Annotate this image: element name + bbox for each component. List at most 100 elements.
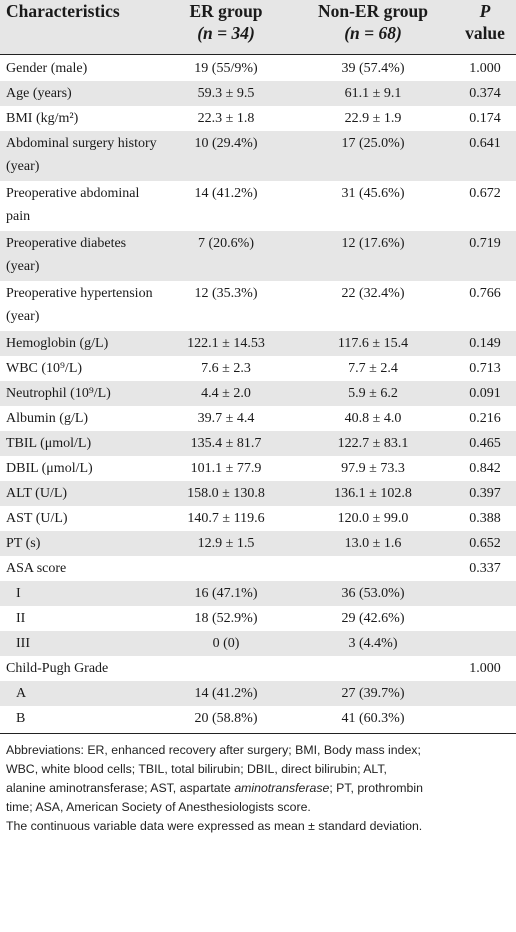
header-non-er-n: (n = 68): [298, 22, 448, 44]
table-row: Child-Pugh Grade 1.000: [0, 656, 516, 681]
er-value: 4.4 ± 2.0: [201, 386, 251, 401]
row-label: II: [16, 609, 216, 629]
row-label: TBIL (μmol/L): [6, 434, 206, 454]
table-row: ASA score 0.337: [0, 556, 516, 581]
footnote-line: WBC, white blood cells; TBIL, total bili…: [6, 762, 387, 776]
table-row: B 20 (58.8%) 41 (60.3%): [0, 706, 516, 731]
row-label: Preoperative abdominal pain: [6, 184, 206, 227]
row-label-line: (year): [6, 159, 40, 174]
header-er-group: ER group (n = 34): [156, 0, 296, 44]
p-value: 0.713: [469, 361, 501, 376]
er-value: 0 (0): [212, 636, 240, 651]
table-header: Characteristics ER group (n = 34) Non-ER…: [0, 0, 516, 54]
table-row: Preoperative abdominal pain 14 (41.2%) 31 (…: [0, 181, 516, 231]
row-label: Child-Pugh Grade: [6, 659, 206, 679]
er-value: 16 (47.1%): [194, 586, 258, 601]
non-er-value: 13.0 ± 1.6: [344, 536, 402, 551]
table-row: Preoperative hypertension (year) 12 (35.3%…: [0, 281, 516, 331]
row-label-line: pain: [6, 209, 31, 224]
table-row: Abdominal surgery history (year) 10 (29.4%…: [0, 131, 516, 181]
non-er-value: 41 (60.3%): [341, 711, 405, 726]
footnote-text: ; PT, prothrombin: [329, 781, 423, 795]
row-label: Preoperative hypertension (year): [6, 284, 206, 327]
row-label-line: AST (U/L): [6, 511, 68, 526]
footnote-line: time; ASA, American Society of Anesthesi…: [6, 800, 311, 814]
table-row: ALT (U/L) 158.0 ± 130.8 136.1 ± 102.8 0.397: [0, 481, 516, 506]
row-label: Gender (male): [6, 59, 206, 79]
header-p-value: P value: [456, 0, 514, 44]
row-label-line: ASA score: [6, 561, 67, 576]
non-er-value: 136.1 ± 102.8: [334, 486, 412, 501]
row-label-line: B: [16, 711, 26, 726]
p-value: 0.388: [469, 511, 501, 526]
p-value: 0.641: [469, 136, 501, 151]
row-label-line: Preoperative diabetes: [6, 236, 127, 251]
non-er-value: 122.7 ± 83.1: [337, 436, 409, 451]
header-er-n-text: (n = 34): [197, 23, 255, 43]
non-er-value: 5.9 ± 6.2: [348, 386, 398, 401]
row-label-line: A: [16, 686, 27, 701]
row-label: Abdominal surgery history (year): [6, 134, 206, 177]
p-value: 0.652: [469, 536, 501, 551]
row-label-line: Child-Pugh Grade: [6, 661, 109, 676]
er-value: 39.7 ± 4.4: [197, 411, 255, 426]
row-label: WBC (10⁹/L): [6, 359, 206, 379]
table-row: BMI (kg/m²) 22.3 ± 1.8 22.9 ± 1.9 0.174: [0, 106, 516, 131]
row-label-line: Hemoglobin (g/L): [6, 336, 109, 351]
table-row: I 16 (47.1%) 36 (53.0%): [0, 581, 516, 606]
non-er-value: 117.6 ± 15.4: [337, 336, 409, 351]
row-label: Hemoglobin (g/L): [6, 334, 206, 354]
table-row: Hemoglobin (g/L) 122.1 ± 14.53 117.6 ± 15.…: [0, 331, 516, 356]
non-er-value: 29 (42.6%): [341, 611, 405, 626]
row-label: A: [16, 684, 216, 704]
row-label-line: (year): [6, 309, 40, 324]
footnote-line: alanine aminotransferase; AST, aspartate…: [6, 779, 512, 798]
p-value: 0.842: [469, 461, 501, 476]
row-label: Age (years): [6, 84, 206, 104]
non-er-value: 40.8 ± 4.0: [344, 411, 402, 426]
er-value: 14 (41.2%): [194, 686, 258, 701]
footer-rule: [0, 733, 516, 734]
non-er-value: 22 (32.4%): [341, 286, 405, 301]
header-er-n: (n = 34): [156, 22, 296, 44]
footnote-italic-text: aminotransferase: [234, 781, 330, 795]
row-label: III: [16, 634, 216, 654]
er-value: 7.6 ± 2.3: [201, 361, 251, 376]
header-rule: [0, 54, 516, 55]
row-label: DBIL (μmol/L): [6, 459, 206, 479]
p-value: 0.719: [469, 236, 501, 251]
row-label-line: ALT (U/L): [6, 486, 68, 501]
row-label-line: Neutrophil (10⁹/L): [6, 386, 111, 401]
row-label: I: [16, 584, 216, 604]
row-label-line: Gender (male): [6, 61, 88, 76]
header-er-label: ER group: [189, 1, 263, 21]
non-er-value: 120.0 ± 99.0: [337, 511, 409, 526]
table-row: A 14 (41.2%) 27 (39.7%): [0, 681, 516, 706]
row-label-line: BMI (kg/m²): [6, 111, 79, 126]
p-value: 0.465: [469, 436, 501, 451]
table-row: PT (s) 12.9 ± 1.5 13.0 ± 1.6 0.652: [0, 531, 516, 556]
row-label-line: II: [16, 611, 26, 626]
header-non-er-group: Non-ER group (n = 68): [298, 0, 448, 44]
er-value: 10 (29.4%): [194, 136, 258, 151]
table-row: Neutrophil (10⁹/L) 4.4 ± 2.0 5.9 ± 6.2 0.09…: [0, 381, 516, 406]
table-row: Preoperative diabetes (year) 7 (20.6%) 12 (…: [0, 231, 516, 281]
p-value: 1.000: [469, 61, 501, 76]
header-p-text: P: [479, 1, 491, 21]
row-label: PT (s): [6, 534, 206, 554]
er-value: 18 (52.9%): [194, 611, 258, 626]
row-label-line: WBC (10⁹/L): [6, 361, 83, 376]
row-label: BMI (kg/m²): [6, 109, 206, 129]
row-label-line: TBIL (μmol/L): [6, 436, 92, 451]
row-label: B: [16, 709, 216, 729]
er-value: 20 (58.8%): [194, 711, 258, 726]
table-row: Gender (male) 19 (55/9%) 39 (57.4%) 1.000: [0, 56, 516, 81]
row-label-line: Abdominal surgery history: [6, 136, 157, 151]
er-value: 12.9 ± 1.5: [197, 536, 255, 551]
row-label-line: Age (years): [6, 86, 72, 101]
table-row: II 18 (52.9%) 29 (42.6%): [0, 606, 516, 631]
p-value: 0.766: [469, 286, 501, 301]
row-label-line: I: [16, 586, 21, 601]
row-label-line: DBIL (μmol/L): [6, 461, 93, 476]
table-row: TBIL (μmol/L) 135.4 ± 81.7 122.7 ± 83.1 0.4…: [0, 431, 516, 456]
